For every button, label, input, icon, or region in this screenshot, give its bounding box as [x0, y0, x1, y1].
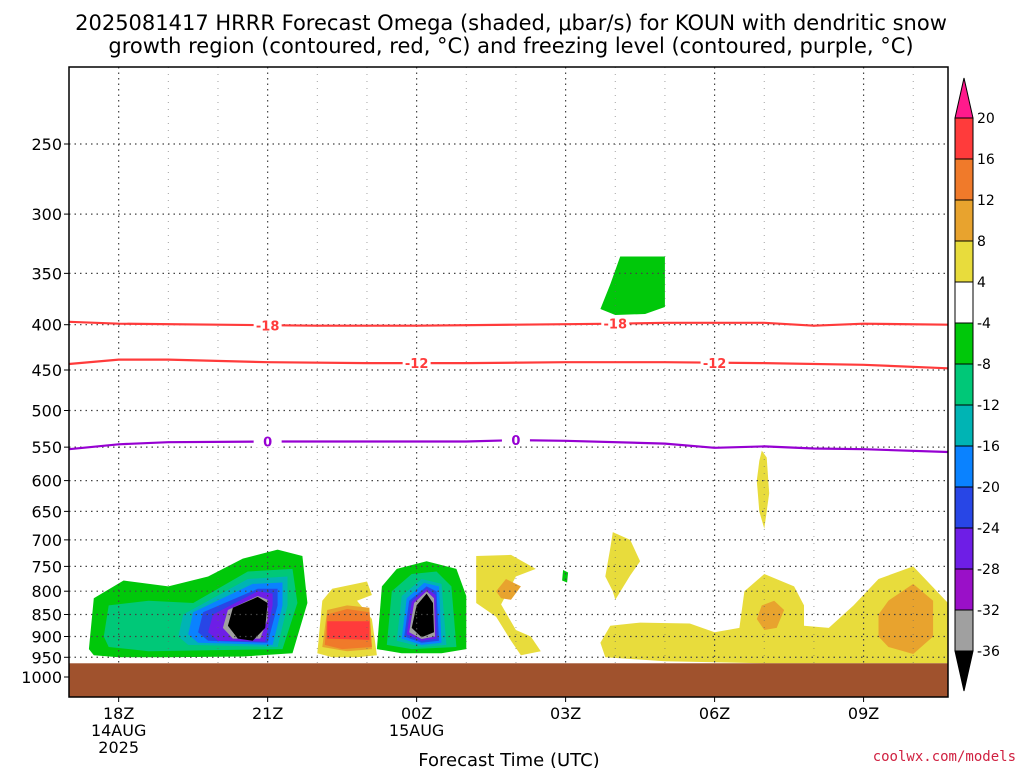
contour-label-0-1: -18: [604, 318, 628, 333]
y-tick-label-300: 300: [31, 205, 62, 224]
y-tick-label-550: 550: [31, 438, 62, 457]
contour-label-bg: [700, 355, 729, 370]
omega-shaded-region-11: [327, 621, 370, 640]
colorbar-label-7: -12: [977, 398, 1000, 414]
colorbar-label-1: 16: [977, 152, 995, 168]
omega-shaded-region-26: [878, 583, 934, 654]
x-tick-label-18Z: 18Z: [103, 704, 134, 723]
colorbar-top-arrow: [954, 77, 974, 119]
y-tick-label-500: 500: [31, 402, 62, 421]
colorbar-box-6: [954, 322, 974, 365]
y-tick-label-600: 600: [31, 472, 62, 491]
y-tick-label-850: 850: [31, 606, 62, 625]
y-tick-label-900: 900: [31, 627, 62, 646]
colorbar-box-9: [954, 445, 974, 488]
y-tick-label-750: 750: [31, 557, 62, 576]
colorbar-label-8: -16: [977, 439, 1000, 455]
x-tick-year-18Z: 2025: [98, 738, 139, 757]
y-tick-label-800: 800: [31, 582, 62, 601]
omega-shaded-region-27: [756, 600, 785, 630]
y-tick-label-650: 650: [31, 502, 62, 521]
y-tick-label-700: 700: [31, 531, 62, 550]
omega-shaded-region-23: [600, 256, 665, 315]
colorbar-label-6: -8: [977, 357, 991, 373]
colorbar-label-12: -32: [977, 603, 1000, 619]
contour-label-2-1: 0: [511, 434, 520, 449]
omega-shaded-region-22: [562, 570, 569, 583]
contour-label-1-1: -12: [703, 357, 727, 372]
y-tick-label-350: 350: [31, 264, 62, 283]
colorbar-label-2: 12: [977, 193, 995, 209]
y-tick-label-450: 450: [31, 361, 62, 380]
omega-shaded-region-21: [496, 579, 521, 600]
colorbar-box-12: [954, 568, 974, 611]
credit-text: coolwx.com/models: [873, 749, 1016, 765]
contour-label-0-0: -18: [256, 320, 280, 335]
omega-shaded-region-20: [476, 554, 541, 656]
y-tick-label-950: 950: [31, 648, 62, 667]
contour-label-bg: [501, 432, 530, 447]
colorbar-box-8: [954, 404, 974, 447]
colorbar-box-5: [954, 281, 974, 324]
colorbar-label-0: 20: [977, 111, 995, 127]
colorbar-label-3: 8: [977, 234, 986, 250]
dgz-contour-0: [68, 320, 949, 327]
chart-title-line-2: growth region (contoured, red, °C) and f…: [108, 34, 913, 58]
chart-title-line-1: 2025081417 HRRR Forecast Omega (shaded, …: [75, 11, 947, 35]
omega-shaded-region-7: [227, 596, 268, 641]
y-tick-label-400: 400: [31, 316, 62, 335]
colorbar-box-1: [954, 117, 974, 160]
x-tick-date-18Z: 14AUG: [91, 721, 146, 740]
colorbar-box-2: [954, 158, 974, 201]
x-tick-label-21Z: 21Z: [252, 704, 283, 723]
colorbar-box-4: [954, 240, 974, 283]
x-axis-label: Forecast Time (UTC): [418, 750, 599, 768]
freezing-contour-2: [68, 438, 949, 454]
contour-label-2-0: 0: [263, 436, 272, 451]
x-tick-label-06Z: 06Z: [699, 704, 730, 723]
colorbar-label-5: -4: [977, 316, 991, 332]
contour-label-bg: [253, 433, 282, 448]
colorbar-label-13: -36: [977, 644, 1000, 660]
contour-label-bg: [601, 315, 630, 330]
y-tick-label-1000: 1000: [21, 668, 62, 687]
plot-frame: [68, 66, 949, 698]
colorbar-label-4: 4: [977, 275, 986, 291]
colorbar-box-13: [954, 609, 974, 652]
colorbar-label-9: -20: [977, 480, 1000, 496]
x-tick-label-09Z: 09Z: [848, 704, 879, 723]
contour-label-bg: [253, 317, 282, 332]
omega-shaded-region-28: [756, 450, 770, 529]
colorbar-label-10: -24: [977, 521, 1000, 537]
y-tick-label-250: 250: [31, 135, 62, 154]
ground-band: [69, 663, 948, 697]
contour-label-1-0: -12: [405, 357, 429, 372]
colorbar-bottom-arrow: [954, 650, 974, 692]
omega-shaded-region-19: [411, 593, 434, 638]
omega-shaded-region-24: [605, 532, 641, 600]
contour-label-bg: [402, 355, 431, 370]
colorbar-box-3: [954, 199, 974, 242]
x-tick-label-00Z: 00Z: [401, 704, 432, 723]
x-tick-label-03Z: 03Z: [550, 704, 581, 723]
dgz-contour-1: [68, 358, 949, 370]
colorbar-label-11: -28: [977, 562, 1000, 578]
x-tick-date-00Z: 15AUG: [389, 721, 444, 740]
colorbar-box-11: [954, 527, 974, 570]
colorbar-box-10: [954, 486, 974, 529]
colorbar-box-7: [954, 363, 974, 406]
